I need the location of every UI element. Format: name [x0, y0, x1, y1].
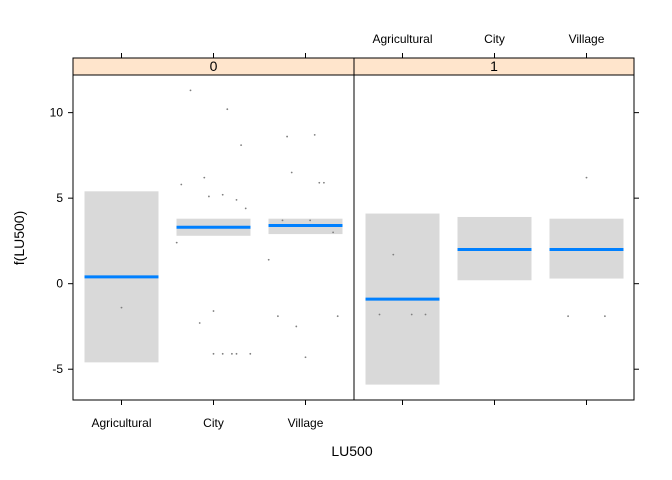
data-point — [244, 207, 247, 210]
data-point — [336, 315, 339, 318]
data-point — [208, 195, 210, 198]
x-tick-label-top: City — [484, 32, 505, 46]
y-tick-label: 5 — [56, 191, 63, 205]
data-point — [198, 322, 201, 324]
data-point — [249, 352, 252, 355]
strip-label: 1 — [490, 58, 498, 74]
data-point — [231, 352, 233, 355]
data-point — [180, 183, 183, 186]
data-point — [309, 219, 311, 222]
data-point — [226, 108, 229, 111]
x-axis-title: LU500 — [331, 443, 372, 459]
data-point — [235, 352, 238, 355]
data-point — [392, 253, 395, 256]
data-point — [323, 181, 325, 184]
data-point — [267, 258, 270, 261]
data-point — [290, 171, 293, 174]
data-point — [424, 313, 427, 316]
data-point — [281, 219, 284, 222]
y-axis-title: f(LU500) — [11, 211, 27, 265]
data-point — [604, 315, 606, 318]
data-point — [120, 306, 123, 309]
panel-0: 0 Agricultural City Village — [72, 53, 355, 430]
data-point — [221, 352, 224, 355]
data-point — [221, 193, 224, 196]
data-point — [410, 313, 413, 316]
x-tick-label: City — [203, 416, 224, 430]
data-point — [304, 356, 307, 359]
data-point — [378, 313, 381, 316]
data-point — [277, 315, 279, 318]
data-point — [189, 89, 192, 92]
data-point — [318, 181, 321, 184]
x-tick-label: Agricultural — [91, 416, 151, 430]
strip-label: 0 — [210, 58, 218, 74]
data-point — [235, 198, 238, 201]
x-tick-label-top: Agricultural — [372, 32, 432, 46]
data-point — [212, 352, 215, 355]
x-tick-label: Village — [288, 416, 324, 430]
y-tick-label: -5 — [52, 362, 63, 376]
data-point — [212, 310, 215, 312]
data-point — [175, 241, 178, 244]
data-point — [295, 325, 298, 328]
x-tick-label-top: Village — [569, 32, 605, 46]
y-tick-label: 10 — [50, 106, 64, 120]
data-point — [286, 135, 288, 138]
data-point — [203, 176, 206, 179]
data-point — [332, 231, 334, 234]
panel-1: 1 Agricultural City Village — [353, 32, 635, 405]
data-point — [585, 176, 588, 179]
data-point — [567, 315, 569, 318]
data-point — [240, 144, 243, 147]
data-point — [313, 133, 316, 136]
y-tick-label: 0 — [56, 277, 63, 291]
